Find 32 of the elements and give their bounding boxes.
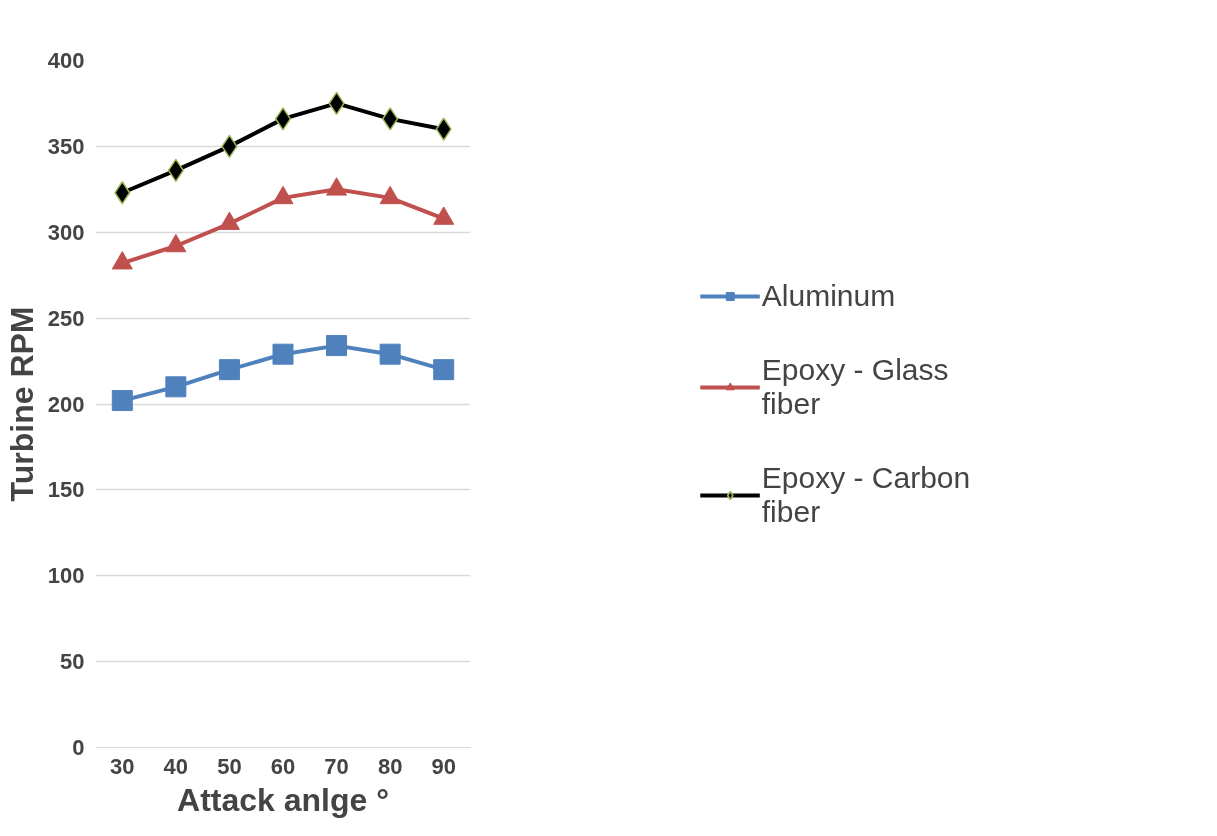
y-tick-label: 300: [47, 219, 85, 245]
legend-label: Epoxy - Carbon fiber: [761, 460, 971, 529]
x-axis-title: Attack anlge °: [177, 781, 389, 818]
point: [272, 343, 294, 365]
point: [435, 117, 452, 141]
point: [433, 359, 455, 381]
x-tick-label: 30: [110, 753, 135, 779]
point: [111, 390, 133, 412]
point: [165, 376, 187, 398]
y-tick-label: 400: [47, 48, 85, 73]
y-tick-label: 150: [47, 477, 85, 503]
x-tick-label: 50: [217, 753, 242, 779]
y-tick-label: 250: [47, 305, 85, 331]
point: [114, 181, 131, 205]
y-tick-label: 350: [47, 133, 85, 159]
y-tick-label: 100: [47, 563, 85, 589]
x-tick-label: 60: [270, 753, 296, 779]
y-tick-label: 200: [47, 391, 85, 417]
y-tick-label: 50: [60, 649, 85, 675]
x-tick-label: 40: [163, 753, 189, 779]
x-tick-label: 90: [431, 753, 456, 779]
x-tick-label: 70: [324, 753, 349, 779]
point: [274, 107, 292, 131]
point: [379, 343, 401, 365]
point: [326, 335, 348, 357]
y-axis-title: Turbine RPM: [3, 306, 40, 502]
legend-label: Epoxy - Glass fiber: [761, 352, 949, 421]
x-tick-label: 80: [377, 753, 403, 779]
point: [382, 107, 399, 131]
legend-label: Aluminum: [761, 278, 896, 313]
y-tick-label: 0: [72, 735, 85, 760]
point: [218, 359, 240, 381]
